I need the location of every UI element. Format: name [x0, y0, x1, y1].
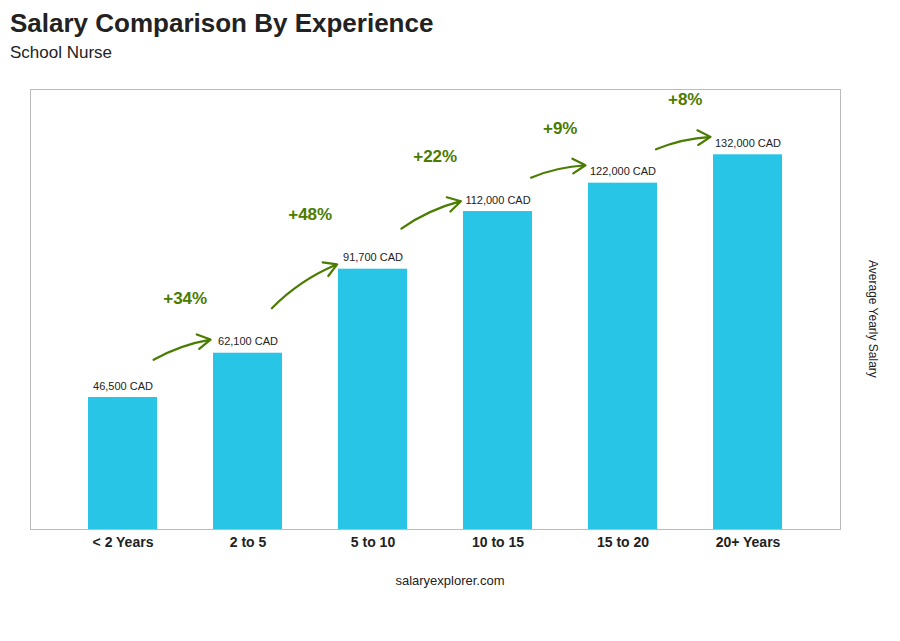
- svg-text:+8%: +8%: [668, 90, 703, 109]
- svg-text:+9%: +9%: [543, 119, 578, 138]
- svg-text:15 to 20: 15 to 20: [597, 534, 649, 550]
- svg-text:10 to 15: 10 to 15: [472, 534, 524, 550]
- html-text:Salary Comparison By Experienc: Salary Comparison By Experience: [10, 8, 434, 38]
- svg-text:112,000 CAD: 112,000 CAD: [465, 194, 530, 206]
- svg-text:46,500 CAD: 46,500 CAD: [93, 380, 153, 392]
- svg-text:< 2 Years: < 2 Years: [93, 534, 154, 550]
- svg-text:2 to 5: 2 to 5: [230, 534, 267, 550]
- svg-text:132,000 CAD: 132,000 CAD: [715, 137, 781, 149]
- svg-text:+22%: +22%: [413, 147, 457, 166]
- svg-text:+34%: +34%: [163, 289, 207, 308]
- svg-text:5 to 10: 5 to 10: [351, 534, 396, 550]
- html-text:School Nurse: School Nurse: [10, 43, 113, 62]
- html-text:Average Yearly Salary: Average Yearly Salary: [866, 260, 880, 378]
- html-text:salaryexplorer.com: salaryexplorer.com: [395, 573, 505, 588]
- svg-text:20+ Years: 20+ Years: [716, 534, 781, 550]
- svg-text:62,100 CAD: 62,100 CAD: [218, 335, 278, 347]
- svg-text:+48%: +48%: [288, 205, 332, 224]
- svg-text:91,700 CAD: 91,700 CAD: [343, 251, 403, 263]
- svg-text:122,000 CAD: 122,000 CAD: [590, 165, 656, 177]
